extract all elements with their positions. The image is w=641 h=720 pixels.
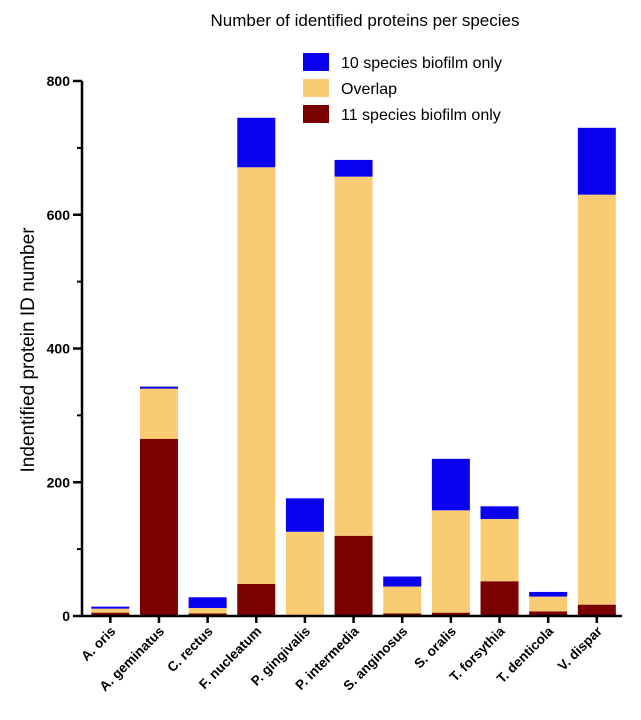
bar-segment-1-2 [188, 607, 227, 614]
legend-label-2: 10 species biofilm only [341, 55, 502, 72]
bar-segment-1-10 [577, 194, 616, 605]
bar-segment-0-1 [139, 438, 178, 616]
bar-segment-0-0 [91, 612, 130, 616]
bar-segment-0-2 [188, 613, 227, 616]
bar-segment-2-1 [139, 386, 178, 389]
bar-segment-1-4 [285, 531, 324, 616]
bar-segment-0-10 [577, 604, 616, 616]
bar-segment-2-10 [577, 127, 616, 195]
bar-segment-2-8 [480, 506, 519, 520]
bar-segment-2-3 [237, 117, 276, 168]
bar-segment-2-2 [188, 597, 227, 608]
x-tick-label-7: S. oralis [411, 624, 459, 672]
bar-segment-0-5 [334, 535, 373, 616]
y-tick-label-0: 0 [62, 608, 70, 624]
legend-label-0: 11 species biofilm only [341, 107, 501, 124]
bar-segment-1-3 [237, 167, 276, 584]
bar-segment-0-8 [480, 581, 519, 616]
x-tick-label-2: C. rectus [164, 624, 215, 675]
x-tick-label-0: A. oris [78, 624, 118, 664]
bar-segment-2-6 [383, 576, 422, 587]
bar-segment-1-7 [431, 510, 470, 613]
bar-segment-1-0 [91, 608, 130, 613]
bar-segment-1-6 [383, 586, 422, 614]
y-axis-label: Indentified protein ID number [18, 227, 39, 473]
legend: 10 species biofilm only Overlap 11 species… [303, 53, 502, 124]
x-tick-label-10: V. dispar [555, 623, 606, 674]
bar-segment-1-5 [334, 176, 373, 536]
chart-title: Number of identified proteins per specie… [211, 11, 520, 30]
bar-segment-2-4 [285, 498, 324, 532]
bar-segment-1-1 [139, 388, 178, 439]
bar-segment-2-0 [91, 606, 130, 609]
bar-segment-1-8 [480, 519, 519, 582]
legend-swatch-2 [303, 53, 329, 71]
bar-segment-1-9 [529, 596, 568, 612]
bar-segment-2-7 [431, 458, 470, 511]
legend-swatch-1 [303, 79, 329, 97]
bar-segment-0-3 [237, 583, 276, 616]
bar-segment-2-5 [334, 159, 373, 177]
bars [91, 117, 616, 616]
y-tick-label-4: 800 [47, 73, 71, 89]
bar-segment-0-9 [529, 611, 568, 616]
bar-segment-0-7 [431, 612, 470, 616]
y-tick-label-1: 200 [47, 474, 71, 490]
bar-segment-0-6 [383, 613, 422, 616]
legend-swatch-0 [303, 105, 329, 123]
bar-segment-2-9 [529, 591, 568, 597]
y-tick-label-3: 600 [47, 207, 71, 223]
y-tick-label-2: 400 [47, 341, 71, 357]
legend-label-1: Overlap [341, 81, 397, 98]
